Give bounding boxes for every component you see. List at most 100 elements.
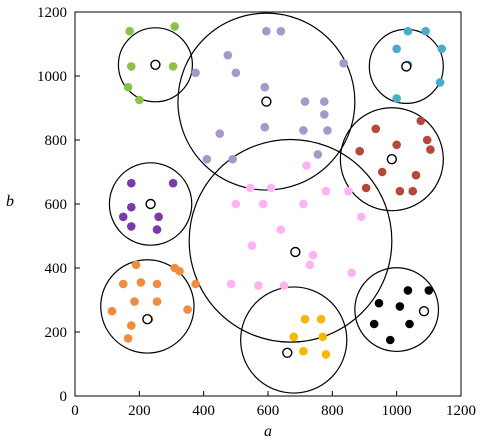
scatter-point — [258, 199, 268, 209]
y-axis-label: b — [6, 193, 14, 210]
scatter-point — [421, 26, 430, 36]
scatter-point — [276, 225, 286, 234]
cluster-circle — [339, 107, 444, 212]
x-axis-label: a — [264, 423, 272, 440]
scatter-point — [231, 68, 241, 78]
scatter-point — [175, 266, 184, 276]
scatter-point — [305, 260, 315, 270]
scatter-point — [377, 167, 387, 177]
cluster-center-marker — [142, 314, 153, 325]
scatter-point — [408, 186, 418, 196]
scatter-point — [361, 183, 371, 193]
scatter-point — [411, 170, 421, 180]
scatter-point — [136, 278, 146, 287]
scatter-point — [426, 145, 435, 154]
scatter-point — [131, 260, 141, 270]
scatter-point — [424, 286, 434, 295]
scatter-point — [437, 44, 447, 54]
cluster-circle — [117, 27, 194, 103]
scatter-point — [135, 95, 144, 105]
y-tick-label: 800 — [45, 133, 68, 149]
scatter-point — [168, 62, 178, 71]
y-tick-label: 1000 — [37, 69, 67, 85]
scatter-point — [435, 78, 445, 87]
scatter-point — [126, 202, 136, 212]
scatter-point — [260, 82, 270, 92]
scatter-point — [385, 335, 395, 345]
scatter-point — [123, 334, 133, 343]
scatter-point — [279, 281, 289, 290]
cluster-circle — [108, 162, 193, 246]
scatter-point — [247, 241, 257, 250]
scatter-point — [231, 199, 241, 209]
data-points — [107, 22, 447, 359]
x-tick-label: 600 — [257, 403, 280, 419]
scatter-point — [392, 44, 401, 54]
scatter-point — [371, 124, 381, 134]
y-tick-label: 200 — [45, 325, 68, 341]
scatter-point — [302, 161, 311, 170]
cluster-circle — [188, 138, 393, 343]
scatter-point — [191, 279, 200, 289]
scatter-point — [154, 212, 163, 222]
cluster-center-marker — [290, 246, 301, 258]
scatter-point — [152, 297, 162, 306]
cluster-center-marker — [150, 59, 161, 71]
scatter-point — [228, 154, 237, 164]
cluster-circle — [240, 286, 348, 394]
scatter-point — [125, 26, 134, 36]
cluster-circles — [100, 12, 444, 394]
cluster-center-marker — [282, 347, 293, 358]
scatter-point — [403, 286, 413, 295]
scatter-point — [344, 186, 353, 196]
scatter-point — [308, 250, 318, 260]
scatter-point — [299, 199, 308, 209]
cluster-circle — [354, 267, 440, 353]
scatter-point — [299, 126, 308, 135]
scatter-point — [316, 314, 326, 324]
scatter-point — [130, 297, 139, 306]
scatter-point — [254, 281, 263, 290]
scatter-point — [202, 154, 212, 164]
x-tick-label: 1000 — [382, 403, 412, 419]
y-tick-label: 600 — [45, 197, 68, 213]
scatter-point — [313, 150, 323, 159]
x-tick-label: 0 — [71, 403, 79, 419]
scatter-point — [118, 212, 128, 222]
x-tick-label: 800 — [321, 403, 344, 419]
scatter-point — [374, 298, 384, 308]
scatter-point — [126, 222, 136, 231]
cluster-center-marker — [261, 96, 272, 107]
scatter-point — [126, 62, 136, 71]
scatter-point — [392, 94, 401, 103]
scatter-point — [183, 305, 192, 314]
scatter-point — [246, 183, 255, 193]
x-tick-label: 200 — [128, 403, 151, 419]
scatter-point — [318, 332, 327, 342]
cluster-center-marker — [386, 153, 398, 165]
scatter-point — [191, 68, 200, 78]
cluster-center-markers — [142, 59, 430, 358]
scatter-point — [321, 186, 331, 196]
x-tick-label: 400 — [192, 403, 215, 419]
scatter-point — [276, 26, 286, 36]
scatter-point — [215, 129, 225, 138]
scatter-point — [123, 82, 133, 92]
y-tick-label: 0 — [60, 389, 68, 405]
scatter-point — [403, 26, 413, 36]
cluster-center-marker — [145, 198, 156, 210]
scatter-point — [395, 186, 405, 196]
scatter-point — [223, 50, 233, 60]
y-axis: 0 200 400 600 800 1000 1200 — [37, 5, 80, 405]
scatter-point — [356, 212, 366, 222]
scatter-point — [226, 279, 236, 289]
x-axis: 0 200 400 600 800 1000 1200 — [71, 391, 476, 419]
scatter-point — [118, 279, 128, 289]
scatter-point — [347, 268, 356, 278]
scatter-point — [323, 126, 332, 135]
scatter-point — [299, 346, 308, 356]
scatter-point — [369, 319, 379, 329]
y-tick-label: 400 — [45, 261, 68, 277]
scatter-point — [395, 302, 405, 311]
scatter-point — [170, 22, 180, 31]
